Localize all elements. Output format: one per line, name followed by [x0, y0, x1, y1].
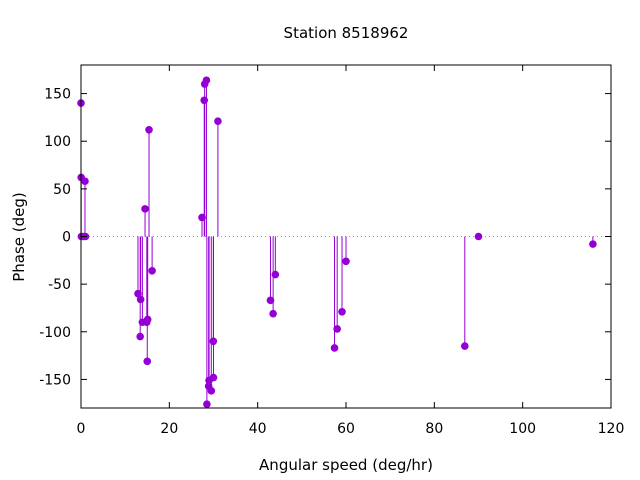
y-tick-label: 50 [53, 182, 71, 198]
data-point [136, 295, 145, 304]
data-point [198, 213, 206, 222]
y-tick-label: 150 [44, 87, 71, 103]
data-point [143, 315, 152, 324]
y-axis-ticks: -150 -100 -50 0 50 100 150 [39, 87, 611, 388]
data-point [342, 257, 350, 266]
x-tick-label: 100 [509, 421, 536, 437]
data-point [269, 309, 277, 318]
data-point [271, 270, 280, 279]
data-point [266, 296, 275, 305]
data-point [338, 307, 346, 316]
data-point [134, 289, 142, 298]
x-axis-title: Angular speed (deg/hr) [259, 456, 433, 474]
y-tick-label: 100 [44, 134, 71, 150]
data-point [461, 342, 469, 350]
data-point [200, 96, 209, 105]
y-tick-label: -150 [39, 372, 71, 388]
data-point [81, 177, 89, 186]
y-tick-label: -100 [39, 325, 71, 341]
data-point [202, 76, 211, 85]
data-point [474, 232, 483, 241]
x-tick-label: 120 [598, 421, 625, 437]
impulse-layer [80, 80, 594, 405]
data-point [145, 125, 153, 134]
data-point [209, 337, 218, 346]
x-axis-ticks: 0 20 40 60 80 100 120 [77, 65, 625, 437]
data-point [141, 205, 149, 213]
data-point [589, 240, 597, 248]
x-tick-label: 80 [425, 421, 443, 437]
data-point [136, 332, 144, 341]
y-tick-label: 0 [62, 230, 71, 246]
data-point [333, 325, 341, 333]
x-tick-label: 60 [337, 421, 355, 437]
data-point [207, 387, 216, 395]
data-point [214, 117, 222, 126]
data-point [203, 400, 211, 408]
y-tick-label: -50 [48, 277, 71, 293]
data-point [209, 373, 218, 382]
x-tick-label: 20 [160, 421, 178, 437]
chart-title: Station 8518962 [284, 24, 409, 42]
data-point [330, 344, 339, 352]
x-tick-label: 40 [249, 421, 267, 437]
y-axis-title: Phase (deg) [10, 192, 28, 282]
data-point [148, 267, 156, 275]
x-tick-label: 0 [77, 421, 86, 437]
data-point [143, 357, 152, 366]
